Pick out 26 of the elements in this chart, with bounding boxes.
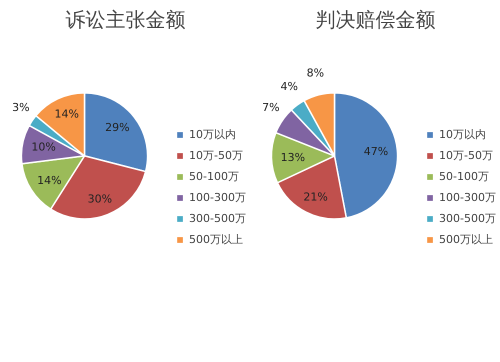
legend-label: 10万以内	[439, 127, 486, 142]
legend-label: 300-500万	[189, 211, 246, 226]
legend-label: 50-100万	[439, 169, 489, 184]
legend-label: 50-100万	[189, 169, 239, 184]
legend-label: 10万-50万	[189, 148, 243, 163]
data-label: 29%	[105, 120, 130, 134]
chart-title: 判决赔偿金额	[316, 8, 436, 32]
chart-title: 诉讼主张金额	[66, 8, 186, 32]
data-label: 10%	[31, 140, 56, 154]
data-label: 14%	[37, 174, 62, 188]
data-label: 47%	[364, 145, 388, 158]
legend-label: 100-300万	[439, 190, 496, 205]
data-label: 3%	[12, 101, 30, 114]
data-label: 13%	[280, 150, 306, 164]
data-label: 21%	[303, 190, 328, 204]
legend-label: 10万-50万	[439, 148, 493, 163]
legend-label: 500万以上	[439, 232, 494, 247]
legend-label: 300-500万	[439, 211, 496, 226]
data-label: 14%	[54, 107, 80, 120]
legend-label: 500万以上	[189, 232, 244, 247]
legend-label: 10万以内	[189, 127, 236, 142]
data-label: 30%	[88, 192, 112, 206]
data-label: 4%	[280, 80, 298, 94]
data-label: 7%	[262, 101, 280, 114]
legend-label: 100-300万	[189, 190, 246, 205]
data-label: 8%	[306, 66, 324, 80]
